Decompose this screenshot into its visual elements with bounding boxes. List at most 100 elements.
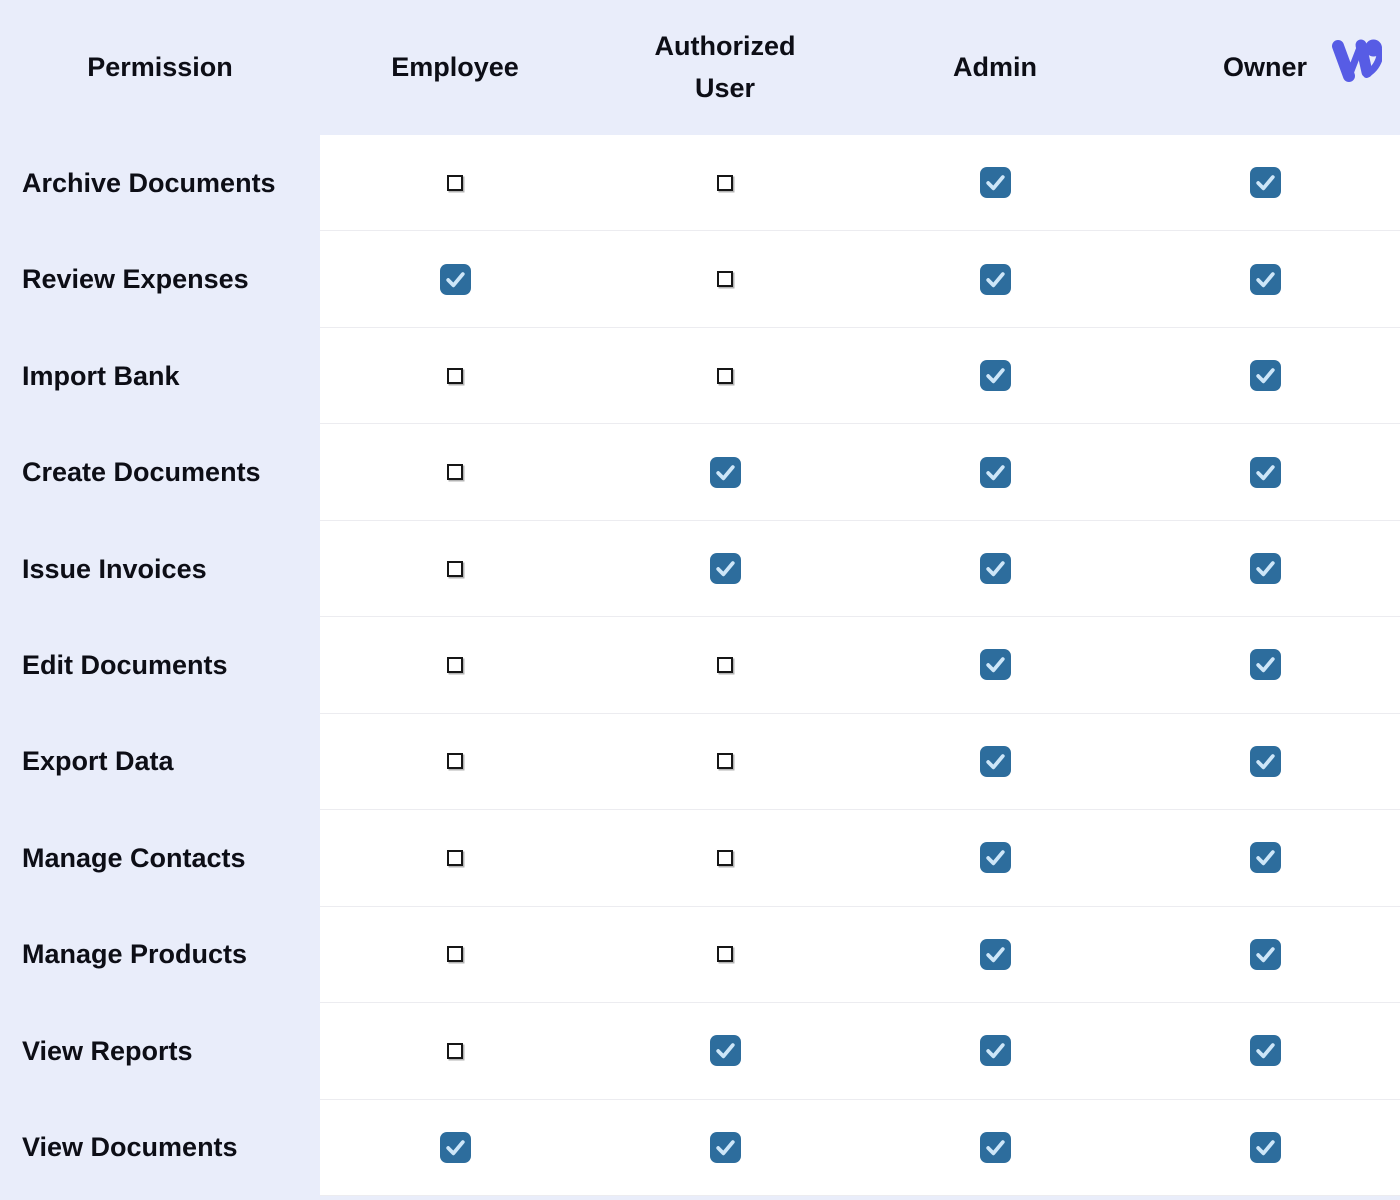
row-cells	[320, 520, 1400, 618]
check-icon	[1255, 271, 1275, 287]
checkbox-employee-unchecked[interactable]	[447, 753, 463, 770]
table-row: Archive Documents	[0, 135, 1400, 232]
owner-cell	[1130, 714, 1400, 809]
checkbox-admin-checked[interactable]	[979, 1035, 1011, 1067]
checkbox-admin-checked[interactable]	[979, 167, 1011, 199]
checkbox-authorized_user-checked[interactable]	[709, 1131, 741, 1163]
checkbox-employee-unchecked[interactable]	[447, 656, 463, 673]
permission-label: Import Bank	[22, 360, 180, 391]
checkbox-owner-checked[interactable]	[1249, 842, 1281, 874]
row-cells	[320, 135, 1400, 232]
employee-cell	[320, 810, 590, 905]
authorized_user-cell	[590, 231, 860, 326]
checkbox-owner-checked[interactable]	[1249, 745, 1281, 777]
employee-cell	[320, 907, 590, 1002]
checkbox-authorized_user-unchecked[interactable]	[717, 753, 733, 770]
table-row: Review Expenses	[0, 231, 1400, 328]
checkbox-admin-checked[interactable]	[979, 938, 1011, 970]
check-icon	[985, 464, 1005, 480]
checkbox-employee-checked[interactable]	[439, 263, 471, 295]
checkbox-admin-checked[interactable]	[979, 745, 1011, 777]
check-icon	[985, 368, 1005, 384]
authorized_user-cell	[590, 617, 860, 712]
checkbox-employee-unchecked[interactable]	[447, 560, 463, 577]
check-icon	[1255, 754, 1275, 770]
owner-cell	[1130, 424, 1400, 519]
admin-cell	[860, 424, 1130, 519]
checkbox-admin-checked[interactable]	[979, 649, 1011, 681]
checkbox-authorized_user-unchecked[interactable]	[717, 367, 733, 384]
w-comma-logo-icon	[1332, 39, 1382, 82]
checkbox-employee-unchecked[interactable]	[447, 174, 463, 191]
checkbox-employee-unchecked[interactable]	[447, 1042, 463, 1059]
checkbox-owner-checked[interactable]	[1249, 167, 1281, 199]
check-icon	[445, 1139, 465, 1155]
authorized_user-cell	[590, 521, 860, 616]
permission-label: Manage Products	[22, 939, 248, 970]
table-row: Manage Contacts	[0, 810, 1400, 907]
owner-cell	[1130, 231, 1400, 326]
table-row: Create Documents	[0, 424, 1400, 521]
owner-cell	[1130, 810, 1400, 905]
checkbox-authorized_user-unchecked[interactable]	[717, 174, 733, 191]
checkbox-admin-checked[interactable]	[979, 1131, 1011, 1163]
checkbox-admin-checked[interactable]	[979, 360, 1011, 392]
checkbox-authorized_user-unchecked[interactable]	[717, 849, 733, 866]
checkbox-owner-checked[interactable]	[1249, 360, 1281, 392]
checkbox-authorized_user-checked[interactable]	[709, 1035, 741, 1067]
checkbox-employee-unchecked[interactable]	[447, 849, 463, 866]
header-permission: Permission	[0, 0, 320, 135]
checkbox-employee-checked[interactable]	[439, 1131, 471, 1163]
owner-cell	[1130, 617, 1400, 712]
header-authorized-user: Authorized User	[590, 0, 860, 135]
check-icon	[1255, 561, 1275, 577]
employee-cell	[320, 231, 590, 326]
employee-cell	[320, 1003, 590, 1098]
authorized_user-cell	[590, 1003, 860, 1098]
checkbox-owner-checked[interactable]	[1249, 263, 1281, 295]
row-cells	[320, 1003, 1400, 1100]
check-icon	[1255, 657, 1275, 673]
checkbox-employee-unchecked[interactable]	[447, 367, 463, 384]
employee-cell	[320, 424, 590, 519]
owner-cell	[1130, 1100, 1400, 1195]
checkbox-authorized_user-unchecked[interactable]	[717, 946, 733, 963]
authorized_user-cell	[590, 907, 860, 1002]
checkbox-authorized_user-checked[interactable]	[709, 456, 741, 488]
checkbox-owner-checked[interactable]	[1249, 1131, 1281, 1163]
admin-cell	[860, 1100, 1130, 1195]
table-row: Export Data	[0, 713, 1400, 811]
employee-cell	[320, 135, 590, 230]
table-row: Edit Documents	[0, 617, 1400, 714]
permission-label: Edit Documents	[22, 649, 228, 680]
row-cells	[320, 810, 1400, 907]
row-cells	[320, 1099, 1400, 1196]
header-admin: Admin	[860, 0, 1130, 135]
check-icon	[985, 1043, 1005, 1059]
header-admin-label: Admin	[953, 51, 1037, 82]
checkbox-owner-checked[interactable]	[1249, 553, 1281, 585]
checkbox-employee-unchecked[interactable]	[447, 464, 463, 481]
checkbox-owner-checked[interactable]	[1249, 938, 1281, 970]
checkbox-admin-checked[interactable]	[979, 553, 1011, 585]
checkbox-admin-checked[interactable]	[979, 456, 1011, 488]
table-header: Permission Employee Authorized User Admi…	[0, 0, 1400, 135]
checkbox-admin-checked[interactable]	[979, 263, 1011, 295]
checkbox-admin-checked[interactable]	[979, 842, 1011, 874]
admin-cell	[860, 907, 1130, 1002]
table-body: Archive Documents Review Expenses Import…	[0, 135, 1400, 1196]
admin-cell	[860, 1003, 1130, 1098]
owner-cell	[1130, 135, 1400, 230]
checkbox-employee-unchecked[interactable]	[447, 946, 463, 963]
owner-cell	[1130, 521, 1400, 616]
row-cells	[320, 713, 1400, 811]
checkbox-authorized_user-unchecked[interactable]	[717, 656, 733, 673]
checkbox-authorized_user-unchecked[interactable]	[717, 271, 733, 288]
checkbox-owner-checked[interactable]	[1249, 649, 1281, 681]
checkbox-owner-checked[interactable]	[1249, 1035, 1281, 1067]
checkbox-owner-checked[interactable]	[1249, 456, 1281, 488]
authorized_user-cell	[590, 328, 860, 423]
checkbox-authorized_user-checked[interactable]	[709, 553, 741, 585]
owner-cell	[1130, 907, 1400, 1002]
